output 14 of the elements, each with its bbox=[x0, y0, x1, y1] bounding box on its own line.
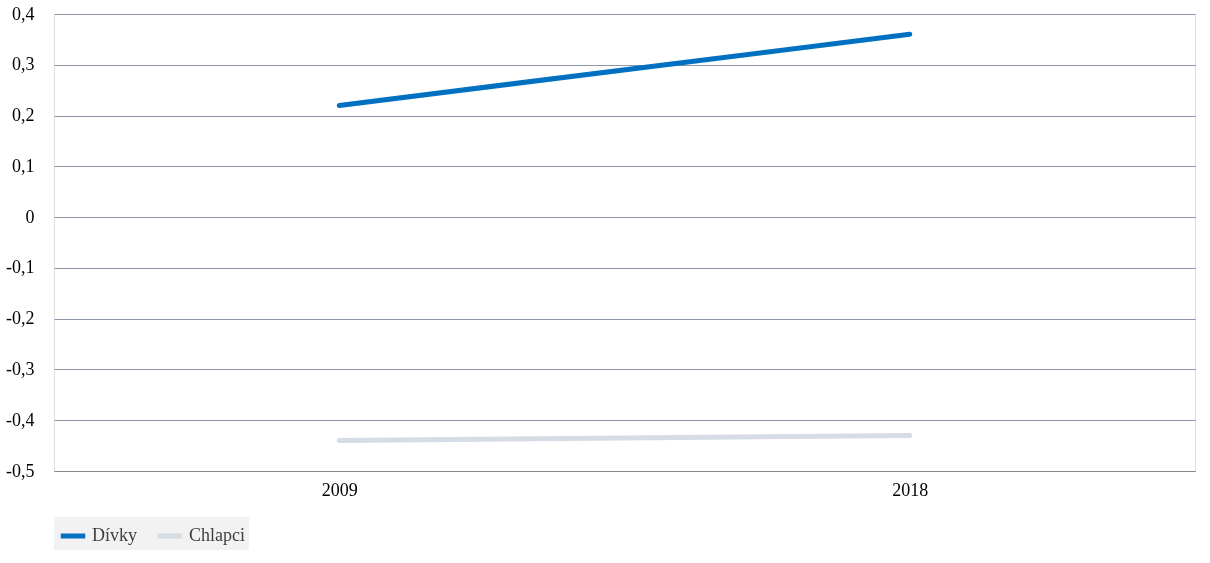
y-tick-label: -0,5 bbox=[6, 460, 35, 481]
y-tick-label: 0,4 bbox=[12, 3, 35, 24]
legend-label: Chlapci bbox=[189, 525, 245, 545]
y-tick-label: 0,2 bbox=[12, 105, 35, 126]
y-tick-label: 0 bbox=[25, 206, 35, 227]
legend-label: Dívky bbox=[92, 525, 137, 545]
y-tick-label: -0,2 bbox=[6, 308, 35, 329]
x-tick-label: 2009 bbox=[321, 479, 358, 500]
x-tick-label: 2018 bbox=[892, 479, 929, 500]
y-tick-label: -0,4 bbox=[6, 409, 35, 430]
y-tick-label: 0,1 bbox=[12, 155, 35, 176]
y-tick-label: -0,1 bbox=[6, 257, 35, 278]
y-tick-label: 0,3 bbox=[12, 54, 35, 75]
y-tick-label: -0,3 bbox=[6, 358, 35, 379]
